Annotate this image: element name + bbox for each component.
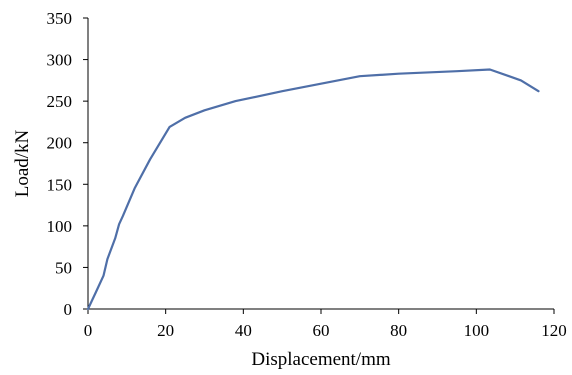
y-tick-label: 0: [64, 300, 73, 319]
x-tick-label: 0: [84, 321, 93, 340]
y-axis-title: Load/kN: [12, 129, 33, 197]
y-axis-ticks: 0 50 100 150 200 250 300 350: [47, 9, 88, 319]
y-tick-label: 50: [55, 258, 72, 277]
x-tick-label: 120: [541, 321, 567, 340]
y-tick-label: 150: [47, 175, 73, 194]
x-tick-label: 80: [390, 321, 407, 340]
series-line: [86, 68, 540, 311]
x-axis-title: Displacement/mm: [251, 349, 391, 370]
x-axis-ticks: 0 20 40 60 80 100 120: [84, 309, 567, 340]
y-tick-label: 300: [47, 51, 73, 70]
x-tick-label: 20: [157, 321, 174, 340]
x-tick-label: 40: [235, 321, 252, 340]
x-tick-label: 60: [313, 321, 330, 340]
x-tick-label: 100: [464, 321, 490, 340]
y-tick-label: 250: [47, 92, 73, 111]
series-group: [86, 68, 540, 311]
y-tick-label: 350: [47, 9, 73, 28]
y-tick-label: 200: [47, 134, 73, 153]
y-tick-label: 100: [47, 217, 73, 236]
